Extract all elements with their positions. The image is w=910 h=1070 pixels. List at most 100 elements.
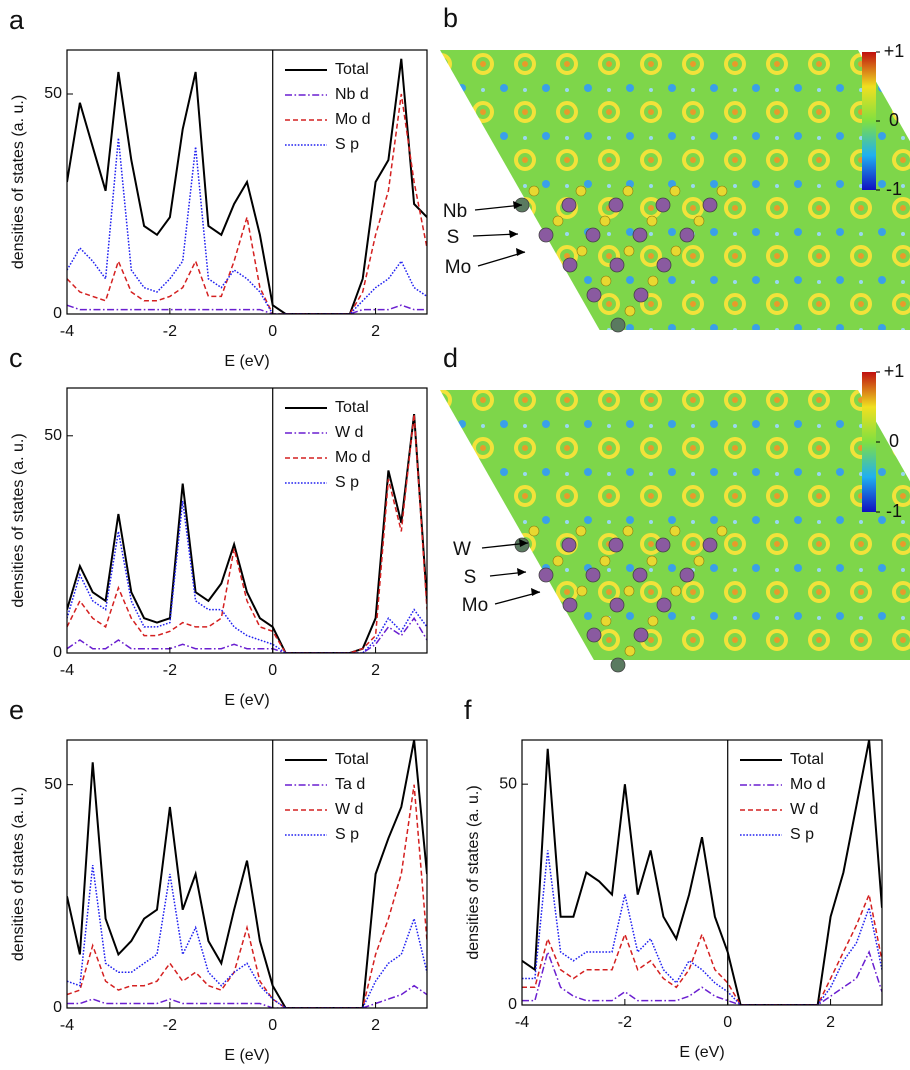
y-tick-label: 0 (53, 305, 62, 322)
legend-label: Total (790, 751, 824, 768)
atom (669, 525, 681, 537)
atom (552, 215, 564, 227)
atom (599, 555, 611, 567)
atom (633, 287, 649, 303)
dos-line (67, 137, 427, 314)
atom (610, 657, 626, 673)
dos-line (67, 616, 427, 653)
panel-label: a (9, 5, 25, 35)
panel-label: b (443, 3, 458, 33)
panel-label: f (464, 695, 472, 725)
x-axis-label: E (eV) (224, 1047, 269, 1064)
y-tick-label: 50 (499, 775, 517, 792)
atom (622, 525, 634, 537)
panel-label: c (9, 343, 23, 373)
atom-label: Mo (462, 595, 488, 616)
y-axis-label: densities of states (a. u.) (10, 95, 27, 269)
x-tick-label: 2 (371, 662, 380, 679)
atom (693, 555, 705, 567)
atom-label: Nb (443, 201, 467, 222)
legend-label: Ta d (335, 776, 365, 793)
dos-line (67, 304, 427, 314)
atom (608, 537, 624, 553)
dos-line (67, 93, 427, 314)
atom (716, 525, 728, 537)
x-tick-label: -4 (60, 662, 74, 679)
y-tick-label: 50 (44, 776, 62, 793)
x-tick-label: 0 (268, 1017, 277, 1034)
atom (624, 305, 636, 317)
atom (552, 555, 564, 567)
y-tick-label: 50 (44, 85, 62, 102)
atom (632, 567, 648, 583)
atom (624, 645, 636, 657)
dos-line (67, 865, 427, 1008)
atom (585, 227, 601, 243)
atom (646, 215, 658, 227)
atom (632, 227, 648, 243)
x-tick-label: -4 (515, 1014, 529, 1031)
atom (655, 197, 671, 213)
dos-line (67, 414, 427, 653)
atom (669, 185, 681, 197)
atom (575, 525, 587, 537)
x-tick-label: -2 (163, 1017, 177, 1034)
atom (622, 185, 634, 197)
atom-label: S (447, 227, 460, 248)
atom (562, 257, 578, 273)
x-tick-label: -4 (60, 1017, 74, 1034)
atom (528, 185, 540, 197)
x-tick-label: -4 (60, 323, 74, 340)
panel-label: d (443, 343, 458, 373)
atom (702, 537, 718, 553)
atom (575, 185, 587, 197)
dos-line (522, 892, 882, 1005)
legend-label: S p (335, 136, 359, 153)
legend-label: Mo d (790, 776, 826, 793)
legend-label: W d (335, 424, 363, 441)
atom-label: S (464, 567, 477, 588)
atom (655, 537, 671, 553)
dos-line (67, 413, 427, 653)
atom (693, 215, 705, 227)
colorbar-tick-label: 0 (889, 110, 899, 130)
x-axis-label: E (eV) (224, 692, 269, 709)
x-tick-label: -2 (163, 662, 177, 679)
atom (562, 597, 578, 613)
atom (600, 275, 612, 287)
atom (599, 215, 611, 227)
colorbar-tick-label: +1 (884, 41, 905, 61)
legend-label: Mo d (335, 111, 371, 128)
atom (679, 227, 695, 243)
dos-line (67, 58, 427, 314)
atom (656, 257, 672, 273)
y-tick-label: 0 (53, 644, 62, 661)
atom (646, 555, 658, 567)
atom (561, 197, 577, 213)
atom (609, 597, 625, 613)
atom (702, 197, 718, 213)
atom (576, 245, 588, 257)
atom (586, 627, 602, 643)
dos-line (67, 784, 427, 1008)
legend-label: S p (790, 826, 814, 843)
dos-line (67, 984, 427, 1008)
atom (585, 567, 601, 583)
x-axis-label: E (eV) (224, 353, 269, 370)
dos-line (522, 740, 882, 1005)
panel-label: e (9, 695, 24, 725)
x-tick-label: 2 (371, 1017, 380, 1034)
atom-label: Mo (445, 257, 471, 278)
atom-label: W (453, 539, 471, 560)
y-axis-label: densities of states (a. u.) (465, 785, 482, 959)
atom (538, 567, 554, 583)
arrow-head (531, 588, 540, 596)
x-tick-label: 0 (268, 323, 277, 340)
atom (670, 585, 682, 597)
arrow-head (513, 201, 522, 209)
x-tick-label: -2 (618, 1014, 632, 1031)
x-tick-label: -2 (163, 323, 177, 340)
x-tick-label: 2 (826, 1014, 835, 1031)
colorbar-tick-label: +1 (884, 361, 905, 381)
legend-label: S p (335, 474, 359, 491)
